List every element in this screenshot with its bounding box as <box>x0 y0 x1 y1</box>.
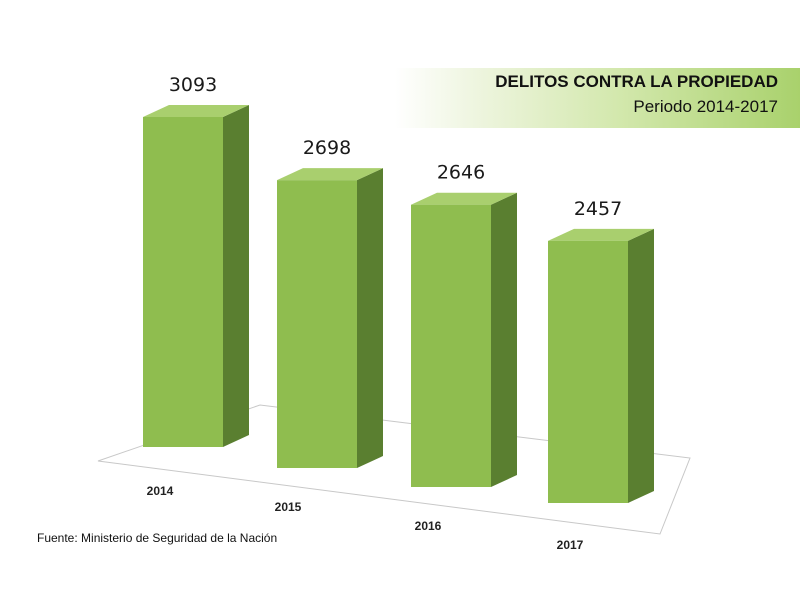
bar-top <box>143 105 249 117</box>
title-band <box>395 68 800 128</box>
bar <box>411 204 491 487</box>
data-label: 2457 <box>574 198 622 220</box>
data-label: 2698 <box>303 137 351 159</box>
bar <box>548 240 628 503</box>
bar-side <box>628 228 654 503</box>
x-tick-label: 2014 <box>147 484 174 498</box>
x-tick-label: 2015 <box>275 500 302 514</box>
source-note: Fuente: Ministerio de Seguridad de la Na… <box>37 531 278 545</box>
bar-side <box>357 168 383 468</box>
x-tick-label: 2016 <box>415 519 442 533</box>
bar-group-2015 <box>277 168 383 468</box>
bar <box>143 117 223 447</box>
chart-subtitle: Periodo 2014-2017 <box>633 97 778 116</box>
bar-group-2017 <box>548 228 654 503</box>
bar-side <box>223 105 249 447</box>
chart-title: DELITOS CONTRA LA PROPIEDAD <box>495 72 778 91</box>
bar-top <box>411 192 517 205</box>
bar-group-2016 <box>411 192 517 487</box>
x-tick-label: 2017 <box>557 538 584 552</box>
data-label: 3093 <box>169 74 217 96</box>
bar <box>277 180 357 468</box>
bar-group-2014 <box>143 105 249 447</box>
data-label: 2646 <box>437 162 485 184</box>
bar-side <box>491 192 517 487</box>
bar-top <box>277 168 383 181</box>
bar-top <box>548 228 654 241</box>
